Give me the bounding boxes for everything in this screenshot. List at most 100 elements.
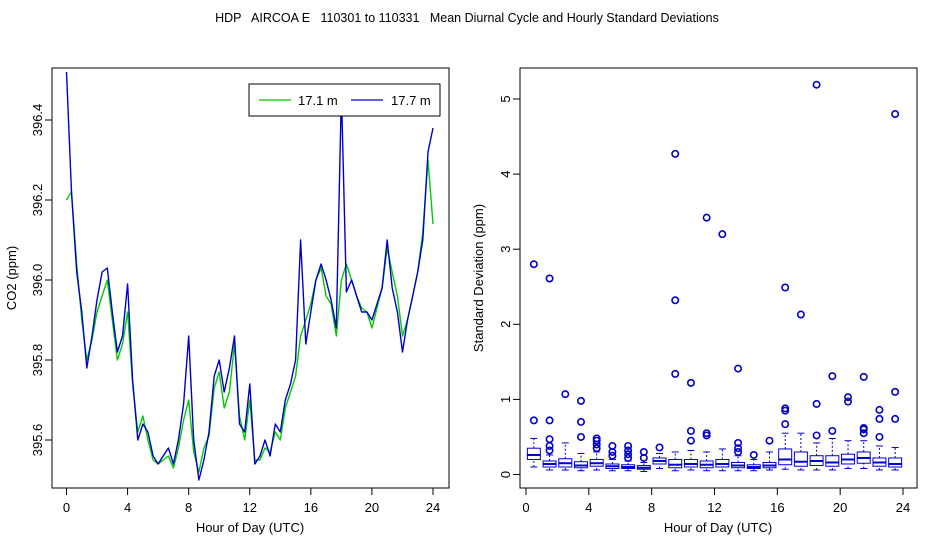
outlier-point [781, 420, 790, 429]
outlier-point [576, 432, 585, 441]
outlier-point [702, 213, 711, 222]
outlier-point [686, 378, 695, 387]
series-line-17-1-m [65, 159, 434, 473]
co2-series-lines [65, 71, 434, 481]
outlier-point [875, 414, 884, 423]
outlier-point [781, 283, 790, 292]
outlier-point [545, 416, 554, 425]
co2-y-axis: 395.6 395.8 396.0 396.2 396.4 [30, 104, 53, 457]
boxplot-hour-18-5 [809, 80, 824, 471]
outlier-point [796, 310, 805, 319]
outlier-point [592, 444, 601, 453]
co2-x-axis-label: Hour of Day (UTC) [196, 520, 304, 535]
outlier-point [671, 296, 680, 305]
x-tick-label: 12 [243, 500, 257, 515]
box-iqr [778, 448, 793, 466]
boxplot-hour-16-5 [778, 283, 793, 470]
x-tick-label: 4 [124, 500, 131, 515]
boxplot-hour-15-5 [762, 436, 777, 471]
y-tick-label: 395.8 [30, 344, 45, 377]
co2-diurnal-panel: 0 4 8 12 16 20 24 395.6 395.8 396.0 396.2 396.4 Ho… [4, 67, 450, 535]
outlier-point [734, 364, 743, 373]
boxplot-hour-7-5 [636, 447, 651, 472]
boxplot-hour-0-5 [526, 260, 541, 468]
std-x-axis: 0 4 8 12 16 20 24 [522, 487, 910, 515]
outlier-point [734, 438, 743, 447]
boxplot-hour-23-5 [888, 110, 903, 471]
boxplot-hour-14-5 [746, 450, 761, 472]
boxplot-hour-21-5 [856, 372, 871, 469]
y-tick-label: 1 [498, 396, 513, 403]
x-tick-label: 20 [833, 500, 847, 515]
x-tick-label: 8 [648, 500, 655, 515]
outlier-point [545, 446, 554, 455]
outlier-point [765, 436, 774, 445]
std-y-axis: 0 1 2 3 4 5 [498, 95, 521, 478]
x-tick-label: 24 [896, 500, 910, 515]
boxplot-hour-3-5 [573, 396, 588, 472]
outlier-point [561, 390, 570, 399]
legend-label-17-7m: 17.7 m [391, 93, 431, 108]
outlier-point [592, 434, 601, 443]
x-tick-label: 16 [304, 500, 318, 515]
outlier-point [576, 396, 585, 405]
outlier-point [576, 417, 585, 426]
boxplot-hour-22-5 [872, 405, 887, 471]
outlier-point [624, 441, 633, 450]
outlier-point [859, 423, 868, 432]
boxplot-hour-12-5 [715, 230, 730, 472]
y-tick-label: 4 [498, 170, 513, 177]
co2-legend: 17.1 m 17.7 m [248, 83, 441, 117]
y-tick-label: 0 [498, 471, 513, 478]
co2-y-axis-label: CO2 (ppm) [4, 246, 19, 310]
outlier-point [686, 436, 695, 445]
x-tick-label: 8 [185, 500, 192, 515]
y-tick-label: 396.0 [30, 264, 45, 297]
outlier-point [529, 260, 538, 269]
box-iqr [668, 458, 683, 469]
figure-title: HDP AIRCOA E 110301 to 110331 Mean Diurn… [215, 11, 719, 25]
x-tick-label: 4 [585, 500, 592, 515]
legend-label-17-1m: 17.1 m [298, 93, 338, 108]
outlier-point [875, 432, 884, 441]
outlier-point [718, 230, 727, 239]
series-line-17-7-m [65, 71, 434, 481]
std-x-axis-label: Hour of Day (UTC) [664, 520, 772, 535]
outlier-point [624, 450, 633, 459]
outlier-point [891, 414, 900, 423]
co2-x-axis: 0 4 8 12 16 20 24 [63, 487, 440, 515]
outlier-point [734, 444, 743, 453]
outlier-point [749, 450, 758, 459]
outlier-point [545, 441, 554, 450]
outlier-point [608, 451, 617, 460]
y-tick-label: 395.6 [30, 424, 45, 457]
x-tick-label: 20 [365, 500, 379, 515]
outlier-point [828, 372, 837, 381]
boxplot-hour-13-5 [731, 364, 746, 472]
outlier-point [655, 443, 664, 452]
box-iqr [526, 447, 541, 460]
y-tick-label: 396.4 [30, 104, 45, 137]
boxplot-hour-1-5 [542, 274, 557, 471]
outlier-point [859, 429, 868, 438]
outlier-point [891, 110, 900, 119]
x-tick-label: 12 [707, 500, 721, 515]
y-tick-label: 5 [498, 95, 513, 102]
boxplot-hour-6-5 [621, 441, 636, 472]
boxplot-hour-2-5 [558, 390, 573, 471]
outlier-point [545, 435, 554, 444]
outlier-point [639, 447, 648, 456]
outlier-point [859, 372, 868, 381]
boxplot-hour-20-5 [841, 393, 856, 469]
co2-plot-frame [51, 67, 450, 489]
x-tick-label: 16 [770, 500, 784, 515]
boxplot-hour-11-5 [699, 213, 714, 472]
boxplot-hour-19-5 [825, 372, 840, 471]
boxplot-hour-5-5 [605, 441, 620, 472]
outlier-point [624, 453, 633, 462]
std-boxplots [526, 80, 903, 472]
outlier-point [875, 405, 884, 414]
outlier-point [529, 416, 538, 425]
